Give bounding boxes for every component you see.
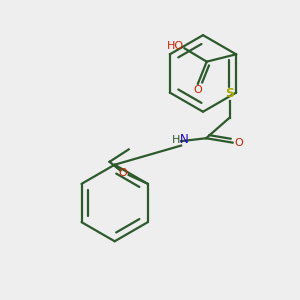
Text: O: O — [118, 168, 127, 178]
Text: H: H — [172, 135, 180, 145]
Text: O: O — [193, 85, 202, 94]
Text: N: N — [180, 133, 188, 146]
Text: O: O — [235, 138, 244, 148]
Text: S: S — [225, 87, 234, 100]
Text: HO: HO — [167, 41, 184, 51]
